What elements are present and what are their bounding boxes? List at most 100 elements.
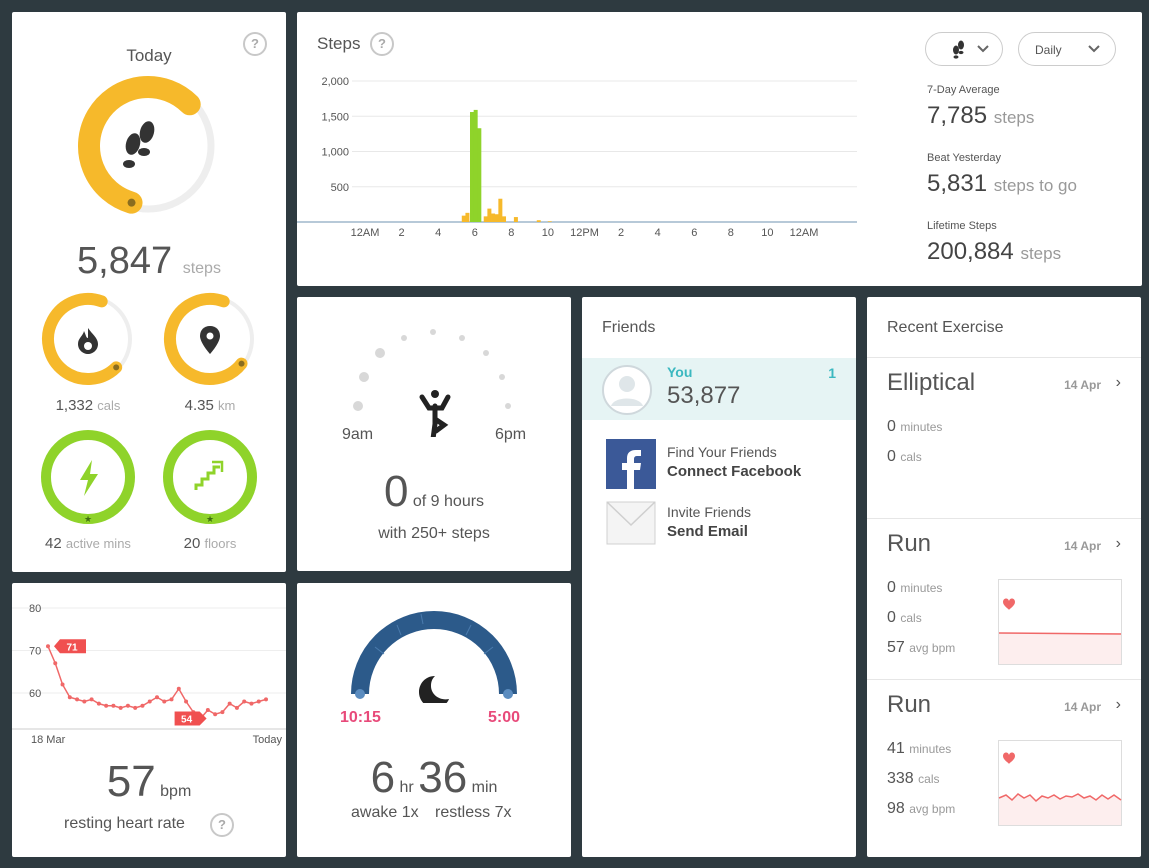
hourly-start-label: 9am: [342, 426, 374, 443]
sleep-card[interactable]: 10:15 5:00 6 hr 36 min awake 1x restless…: [297, 583, 571, 857]
find-friends-link[interactable]: Find Your Friends Connect Facebook: [606, 439, 836, 489]
heart-rate-point: [220, 710, 225, 715]
exercise-entry-run[interactable]: Run 14 Apr › 0 minutes 0 cals 57 avg bpm: [867, 519, 1141, 679]
calories-progress-arc: [42, 293, 123, 385]
y-tick-label: 500: [331, 182, 349, 194]
sleep-hours: 6: [370, 753, 396, 802]
x-tick-label: 4: [655, 227, 661, 239]
exercise-minutes: 0 minutes: [887, 579, 942, 597]
steps-bar-chart: 500 1,000 1,500 2,000 12AM 2 4 6 8 10 12PM 2 4 6 8 10 12…: [297, 76, 857, 239]
heart-rate-point: [264, 697, 268, 702]
help-icon[interactable]: ?: [210, 813, 234, 837]
heart-icon: [1003, 598, 1015, 610]
step-bar: [477, 128, 482, 222]
x-tick-label: 12AM: [790, 227, 819, 239]
distance-ring[interactable]: [160, 292, 260, 392]
heart-rate-point: [53, 661, 58, 666]
you-rank: 1: [828, 365, 836, 381]
cals-unit: cals: [900, 450, 922, 464]
activity-type-dropdown[interactable]: [925, 32, 1003, 66]
heart-rate-mini-chart: [998, 579, 1122, 665]
heart-icon: [1003, 752, 1015, 764]
friends-row-you[interactable]: You 53,877 1: [582, 358, 856, 420]
chevron-right-icon[interactable]: ›: [1115, 535, 1121, 552]
period-dropdown[interactable]: Daily: [1018, 32, 1116, 66]
calories-value: 1,332: [55, 397, 94, 414]
hourly-dots: [353, 329, 511, 411]
cals-value: 0: [887, 448, 896, 465]
x-tick-label: 10: [761, 227, 773, 239]
sleep-restless: restless 7x: [435, 804, 512, 821]
heart-rate-point: [242, 699, 247, 704]
exercise-date: 14 Apr: [1064, 539, 1101, 553]
minutes-unit: minutes: [900, 420, 943, 434]
x-tick-label: 2: [399, 227, 405, 239]
recent-exercise-title: Recent Exercise: [887, 319, 1004, 336]
active-minutes-value: 42: [45, 535, 62, 552]
sleep-hours-unit: hr: [399, 779, 414, 796]
sleep-start: 10:15: [340, 709, 381, 726]
active-minutes-ring[interactable]: ★: [38, 430, 138, 530]
exercise-cals: 0 cals: [887, 448, 922, 466]
seven-day-avg-unit: steps: [993, 108, 1035, 127]
bpm-unit: avg bpm: [909, 641, 956, 655]
friends-card: Friends You 53,877 1 Find Your Friends C…: [582, 297, 856, 857]
hourly-value: 0: [383, 467, 409, 516]
heart-rate-line: [47, 645, 267, 720]
chevron-right-icon[interactable]: ›: [1115, 696, 1121, 713]
step-bar: [465, 212, 470, 222]
heart-rate-point: [46, 644, 50, 649]
exercise-cals: 338 cals: [887, 770, 940, 788]
stairs-icon: [194, 460, 224, 490]
floors-ring[interactable]: ★: [160, 430, 260, 530]
min-badge: 54: [174, 711, 207, 726]
divider: [867, 357, 1141, 358]
minutes-unit: minutes: [909, 742, 952, 756]
x-tick-label: 10: [542, 227, 554, 239]
distance-stat: 4.35 km: [150, 397, 270, 414]
steps-unit: steps: [182, 260, 221, 277]
sleep-awake: awake 1x: [351, 804, 419, 821]
distance-unit: km: [218, 398, 236, 413]
heart-rate-point: [176, 686, 181, 691]
exercise-entry-elliptical[interactable]: Elliptical 14 Apr › 0 minutes 0 cals: [867, 358, 1141, 518]
calories-ring[interactable]: [38, 292, 138, 392]
heart-rate-point: [118, 705, 123, 710]
minutes-value: 41: [887, 740, 905, 757]
exercise-date: 14 Apr: [1064, 378, 1101, 392]
send-email-text: Send Email: [667, 523, 748, 540]
friends-title: Friends: [602, 319, 656, 336]
x-tick-label: 4: [435, 227, 441, 239]
step-bar: [473, 109, 478, 222]
bpm-unit: avg bpm: [909, 802, 956, 816]
heart-rate-point: [249, 701, 254, 706]
exercise-entry-run-2[interactable]: Run 14 Apr › 41 minutes 338 cals 98 avg …: [867, 680, 1141, 840]
heart-rate-point: [125, 703, 130, 708]
heart-rate-point: [140, 703, 145, 708]
invite-friends-link[interactable]: Invite Friends Send Email: [606, 501, 836, 551]
goal-star-icon: ★: [84, 514, 92, 524]
steps-title: Steps: [317, 34, 361, 53]
cals-unit: cals: [900, 611, 922, 625]
help-icon[interactable]: ?: [370, 32, 394, 56]
steps-ring[interactable]: [12, 70, 286, 230]
heart-rate-point: [75, 697, 80, 702]
steps-card: Steps ? 500 1,000 1,500 2,000 12AM 2 4 6 8 10 12PM…: [297, 12, 1142, 286]
cals-value: 338: [887, 770, 914, 787]
beat-yesterday: 5,831 steps to go: [927, 170, 1077, 198]
cals-value: 0: [887, 609, 896, 626]
y-tick-label: 70: [29, 646, 41, 658]
seven-day-avg: 7,785 steps: [927, 102, 1034, 130]
minutes-unit: minutes: [900, 581, 943, 595]
chevron-right-icon[interactable]: ›: [1115, 374, 1121, 391]
exercise-name: Run: [887, 530, 932, 557]
help-icon[interactable]: ?: [243, 32, 267, 56]
step-bar: [487, 208, 492, 222]
floors-unit: floors: [204, 536, 237, 551]
chevron-down-icon: [977, 45, 989, 53]
hourly-activity-card[interactable]: 9am 6pm 0 of 9 hours with 250+ steps: [297, 297, 571, 571]
x-tick-label: 8: [728, 227, 734, 239]
heart-rate-card[interactable]: 80 70 60 71 54 18 Mar Today 57 bpm resting h…: [12, 583, 286, 857]
find-friends-text: Find Your Friends: [667, 444, 777, 460]
x-tick-label: 8: [508, 227, 514, 239]
